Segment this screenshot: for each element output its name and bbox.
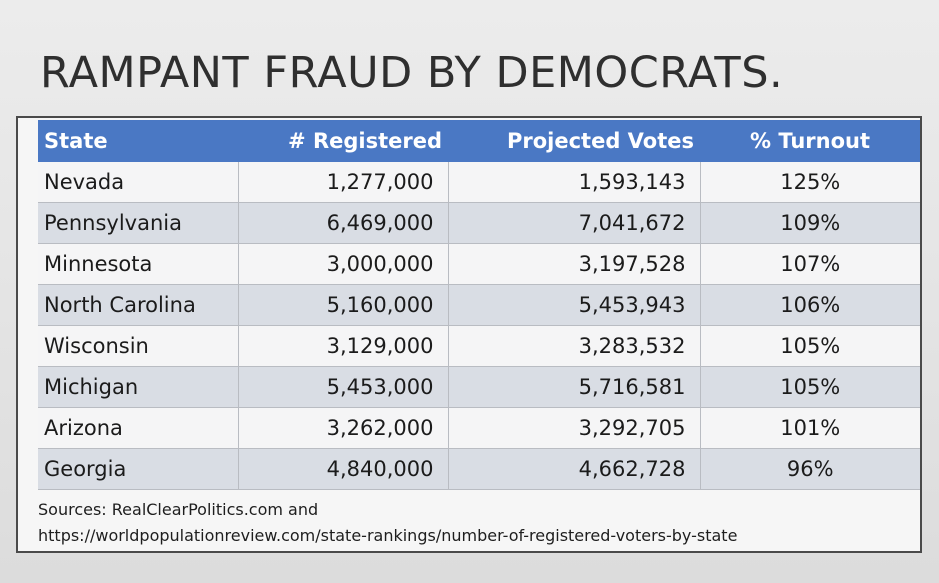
cell-state: Nevada (38, 162, 238, 203)
cell-projected-votes: 5,453,943 (447, 284, 700, 326)
header-projected-votes: Projected Votes (448, 120, 700, 162)
cell-state: Minnesota (38, 243, 238, 285)
cell-state: Georgia (38, 448, 238, 490)
cell-projected-votes: 3,197,528 (447, 243, 700, 285)
cell-registered: 5,453,000 (237, 366, 448, 408)
table-row: Michigan 5,453,000 5,716,581 105% (38, 366, 920, 408)
table-row: North Carolina 5,160,000 5,453,943 106% (38, 284, 920, 326)
cell-state: Pennsylvania (38, 202, 238, 244)
sources-url: https://worldpopulationreview.com/state-… (38, 526, 738, 545)
cell-projected-votes: 1,593,143 (447, 162, 700, 203)
cell-registered: 6,469,000 (237, 202, 448, 244)
table-row: Nevada 1,277,000 1,593,143 125% (38, 162, 920, 203)
cell-projected-votes: 3,292,705 (447, 407, 700, 449)
cell-turnout: 105% (699, 366, 920, 408)
table-row: Arizona 3,262,000 3,292,705 101% (38, 407, 920, 449)
cell-turnout: 106% (699, 284, 920, 326)
cell-projected-votes: 5,716,581 (447, 366, 700, 408)
cell-registered: 3,262,000 (237, 407, 448, 449)
cell-projected-votes: 7,041,672 (447, 202, 700, 244)
cell-state: Arizona (38, 407, 238, 449)
cell-state: Wisconsin (38, 325, 238, 367)
cell-turnout: 107% (699, 243, 920, 285)
cell-registered: 3,000,000 (237, 243, 448, 285)
sources-note: Sources: RealClearPolitics.com and https… (38, 497, 737, 549)
table-row: Minnesota 3,000,000 3,197,528 107% (38, 243, 920, 285)
turnout-table: State # Registered Projected Votes % Tur… (38, 120, 920, 490)
cell-turnout: 96% (699, 448, 920, 490)
cell-registered: 1,277,000 (237, 162, 448, 203)
cell-turnout: 109% (699, 202, 920, 244)
cell-turnout: 101% (699, 407, 920, 449)
cell-turnout: 125% (699, 162, 920, 203)
table-row: Pennsylvania 6,469,000 7,041,672 109% (38, 202, 920, 244)
cell-state: North Carolina (38, 284, 238, 326)
sources-line: Sources: RealClearPolitics.com and (38, 500, 319, 519)
cell-projected-votes: 4,662,728 (447, 448, 700, 490)
cell-projected-votes: 3,283,532 (447, 325, 700, 367)
header-turnout: % Turnout (700, 120, 920, 162)
header-registered: # Registered (238, 120, 448, 162)
table-header-row: State # Registered Projected Votes % Tur… (38, 120, 920, 162)
cell-state: Michigan (38, 366, 238, 408)
cell-registered: 3,129,000 (237, 325, 448, 367)
header-state: State (38, 120, 238, 162)
page-title: RAMPANT FRAUD BY DEMOCRATS. (40, 48, 784, 98)
cell-registered: 5,160,000 (237, 284, 448, 326)
cell-registered: 4,840,000 (237, 448, 448, 490)
table-row: Georgia 4,840,000 4,662,728 96% (38, 448, 920, 490)
cell-turnout: 105% (699, 325, 920, 367)
table-card: State # Registered Projected Votes % Tur… (16, 116, 922, 553)
table-row: Wisconsin 3,129,000 3,283,532 105% (38, 325, 920, 367)
